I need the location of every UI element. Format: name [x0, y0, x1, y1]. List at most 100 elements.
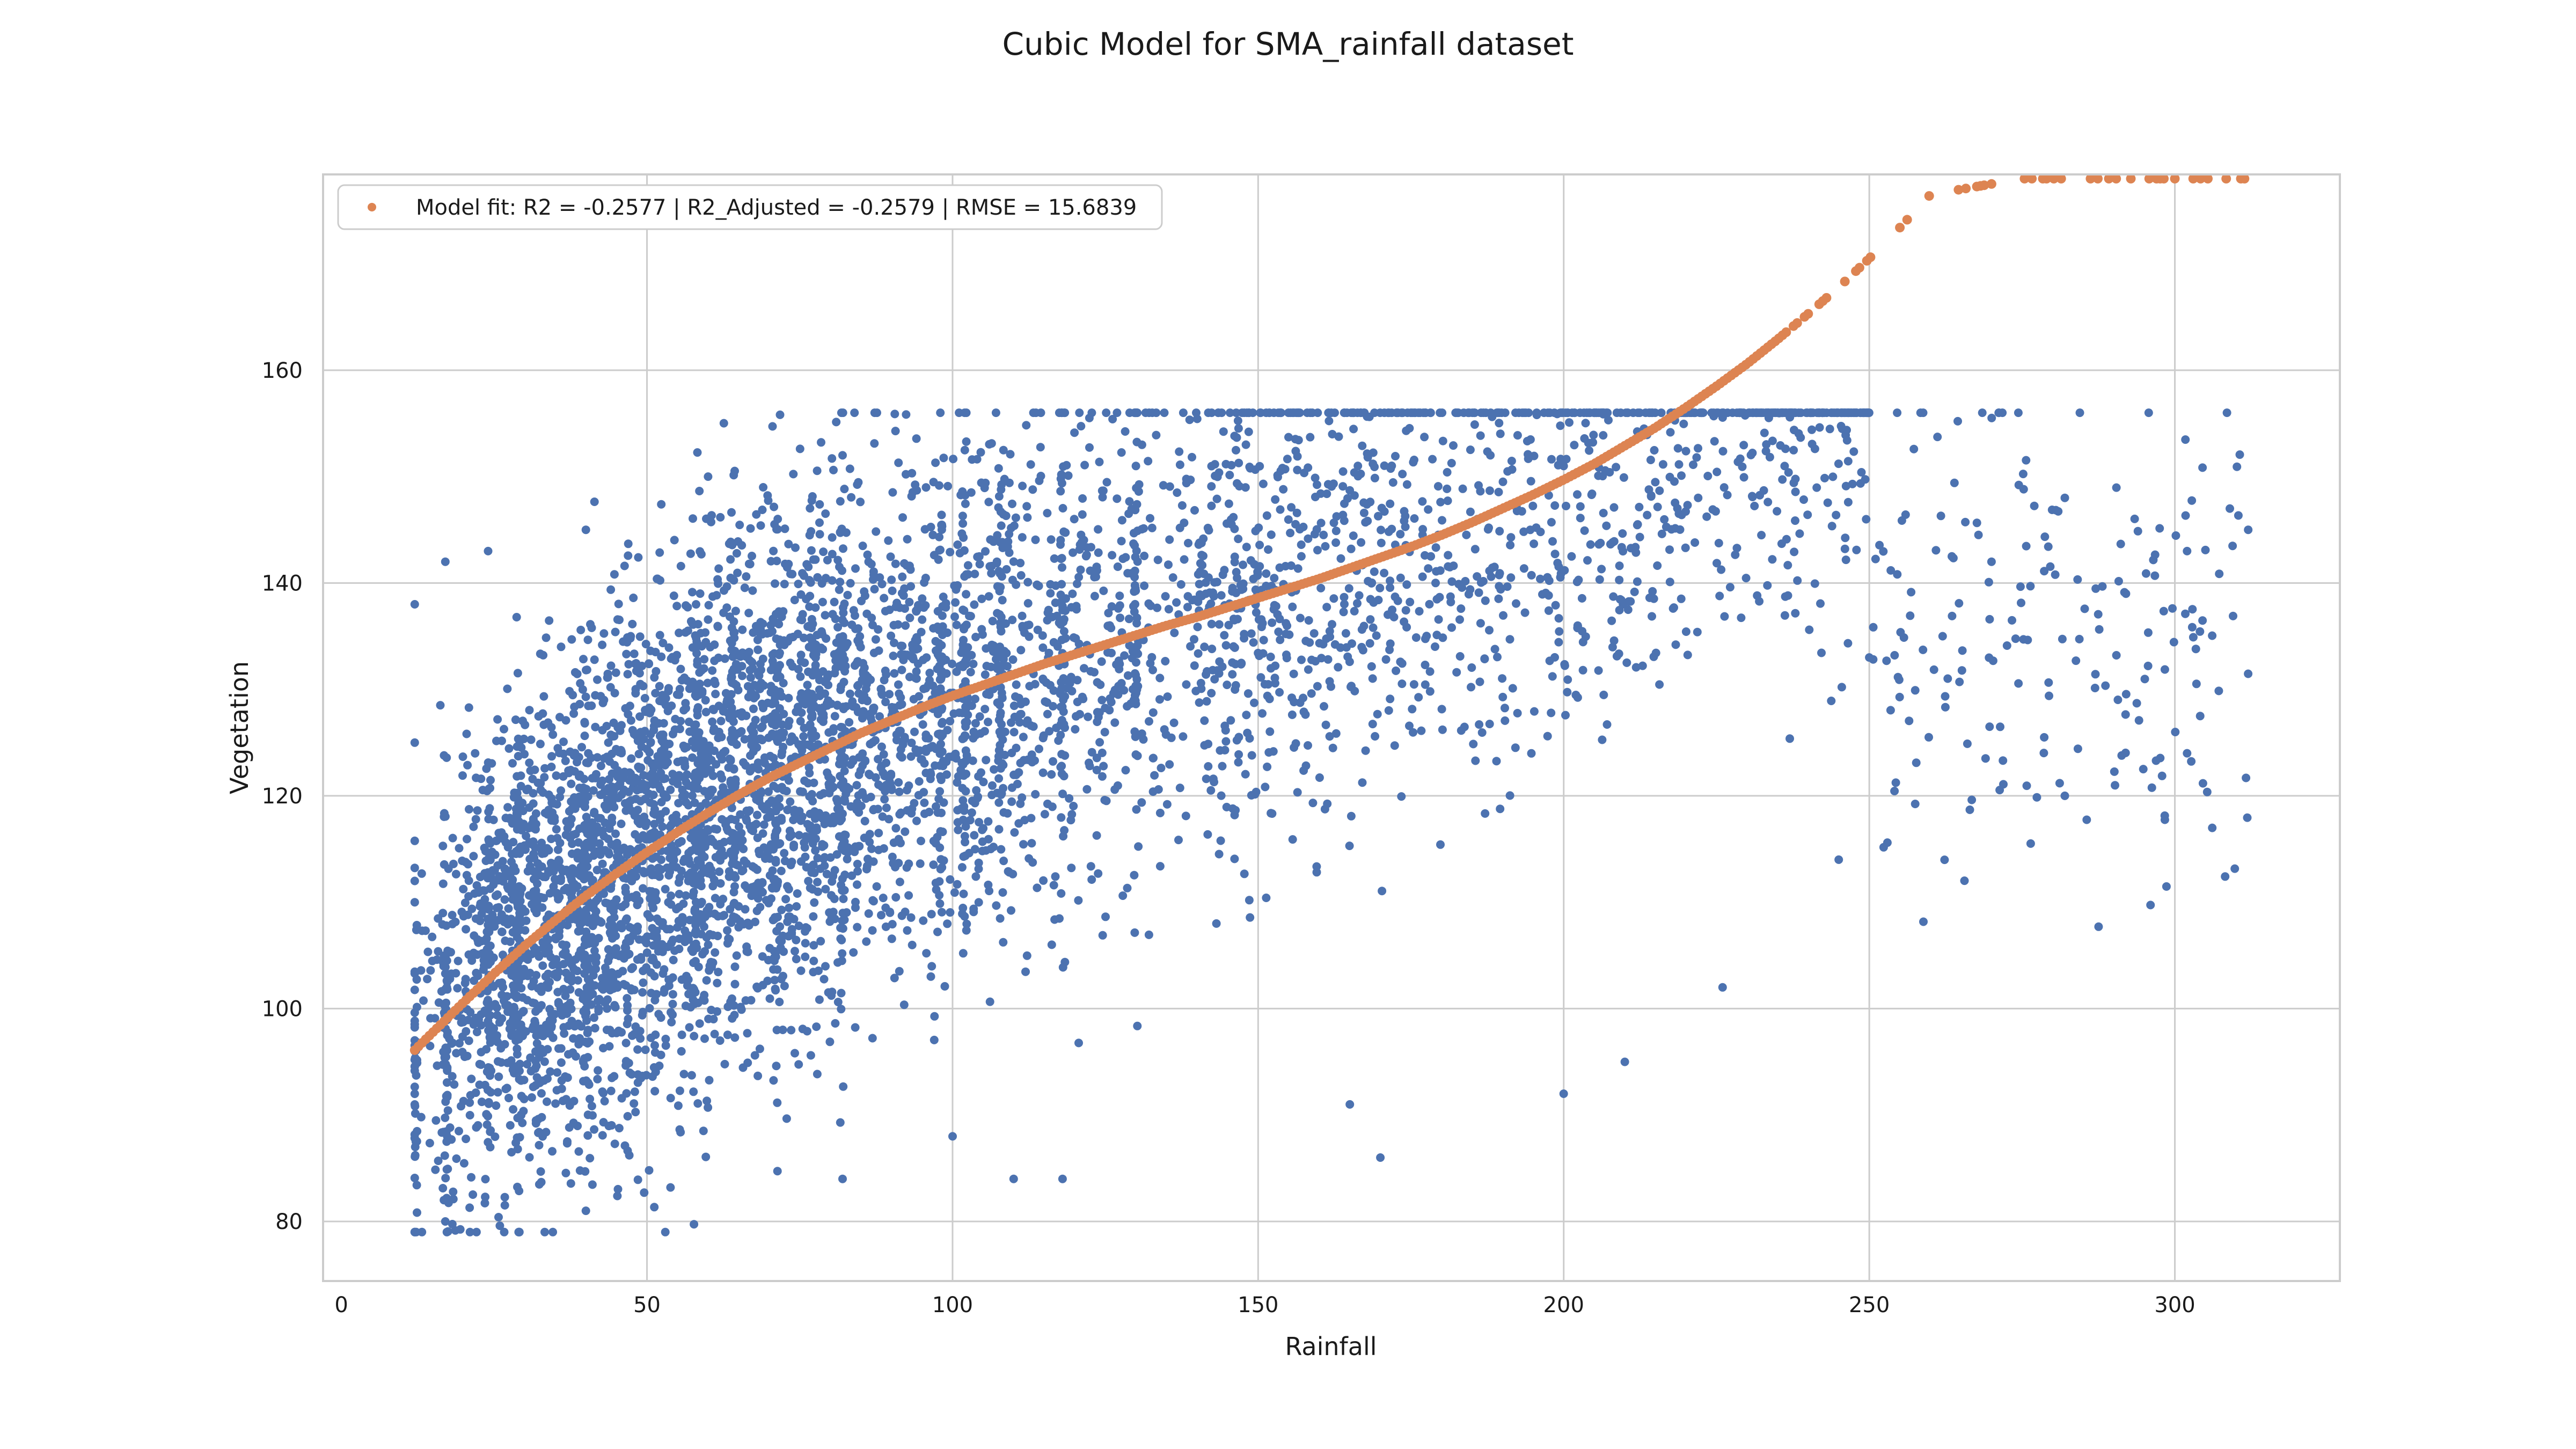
observed-point [1563, 687, 1572, 697]
observed-point [979, 824, 988, 833]
observed-point [1454, 580, 1463, 589]
observed-point [912, 607, 921, 616]
observed-point [919, 788, 928, 797]
observed-point [794, 831, 803, 840]
observed-point [1232, 445, 1240, 455]
observed-point [1282, 650, 1291, 660]
observed-point [1022, 951, 1031, 960]
observed-point [2058, 634, 2067, 643]
observed-point [1010, 828, 1019, 837]
observed-point [769, 546, 778, 555]
observed-point [1563, 675, 1572, 684]
observed-point [451, 1226, 460, 1235]
observed-point [946, 547, 955, 557]
observed-point [716, 879, 725, 888]
observed-point [485, 784, 493, 793]
observed-point [1791, 487, 1800, 496]
observed-point [1234, 535, 1243, 544]
observed-point [1402, 480, 1411, 489]
observed-point [816, 791, 825, 800]
observed-point [970, 831, 979, 840]
observed-point [996, 708, 1005, 718]
observed-point [484, 835, 493, 844]
observed-point [527, 1093, 536, 1102]
observed-point [998, 735, 1007, 744]
observed-point [729, 829, 738, 838]
observed-point [1476, 487, 1485, 496]
observed-point [569, 964, 578, 973]
observed-point [606, 1086, 616, 1095]
observed-point [898, 641, 907, 650]
observed-point [492, 736, 501, 745]
observed-point [985, 997, 994, 1006]
observed-point [840, 753, 850, 763]
observed-point [1431, 579, 1440, 588]
observed-point [1791, 609, 1800, 618]
observed-point [752, 795, 761, 804]
observed-point [723, 1030, 732, 1040]
observed-point [1358, 778, 1367, 787]
observed-point [954, 772, 963, 781]
observed-point [1133, 1021, 1142, 1030]
observed-point [645, 1004, 654, 1013]
observed-point [1410, 514, 1419, 523]
observed-point [838, 949, 847, 958]
observed-point [715, 1036, 724, 1045]
observed-point [1417, 726, 1426, 735]
observed-point [1133, 641, 1142, 650]
observed-point [453, 956, 463, 965]
observed-point [1002, 662, 1012, 671]
observed-point [851, 1023, 860, 1032]
observed-point [2026, 839, 2035, 848]
observed-point [530, 853, 539, 862]
observed-point [962, 437, 971, 446]
observed-point [628, 963, 638, 972]
observed-point [1781, 444, 1790, 453]
observed-point [1485, 626, 1494, 635]
observed-point [1630, 587, 1639, 596]
observed-point [803, 680, 812, 690]
observed-point [919, 655, 928, 664]
observed-point [1527, 570, 1536, 580]
observed-point [1414, 693, 1423, 702]
observed-point [742, 711, 751, 720]
observed-point [1368, 720, 1377, 729]
observed-point [729, 899, 738, 909]
observed-point [1608, 538, 1617, 547]
observed-point [2121, 748, 2130, 757]
observed-point [780, 580, 789, 589]
observed-point [1436, 840, 1445, 849]
observed-point [1019, 733, 1028, 742]
observed-point [410, 863, 419, 873]
observed-point [1386, 499, 1395, 508]
observed-point [1028, 485, 1037, 494]
observed-point [1609, 592, 1618, 601]
observed-point [1447, 623, 1456, 632]
observed-point [2233, 462, 2242, 471]
observed-point [417, 869, 426, 878]
observed-point [1146, 514, 1154, 523]
observed-point [862, 937, 871, 946]
observed-point [921, 483, 931, 492]
observed-point [1443, 484, 1452, 493]
observed-point [586, 987, 595, 996]
observed-point [685, 916, 694, 925]
observed-point [2019, 485, 2028, 494]
observed-point [482, 764, 491, 773]
observed-point [2002, 641, 2011, 650]
observed-point [1565, 418, 1574, 427]
observed-point [1791, 474, 1800, 484]
observed-point [610, 1072, 619, 1081]
observed-point [1451, 408, 1460, 418]
observed-point [441, 812, 450, 821]
observed-point [1458, 484, 1467, 493]
observed-point [458, 771, 467, 780]
observed-point [658, 730, 668, 739]
observed-point [1554, 562, 1563, 571]
observed-point [860, 663, 869, 672]
observed-point [1931, 546, 1941, 555]
observed-point [960, 408, 969, 418]
observed-point [1225, 471, 1234, 480]
observed-point [567, 635, 576, 644]
observed-point [857, 596, 866, 605]
